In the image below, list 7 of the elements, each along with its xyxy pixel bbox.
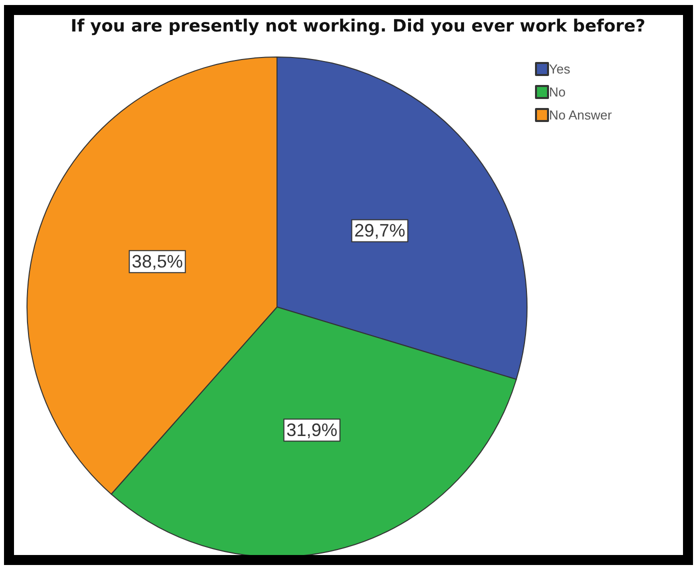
data-label: 31,9% (286, 420, 338, 440)
legend-label: Yes (549, 62, 571, 76)
legend-label: No (549, 84, 566, 100)
data-label: 38,5% (132, 252, 183, 272)
data-label: 29,7% (354, 220, 406, 241)
chart-title: If you are presently not working. Did you ever work before? (70, 16, 646, 36)
legend-label: No Answer (549, 108, 613, 122)
